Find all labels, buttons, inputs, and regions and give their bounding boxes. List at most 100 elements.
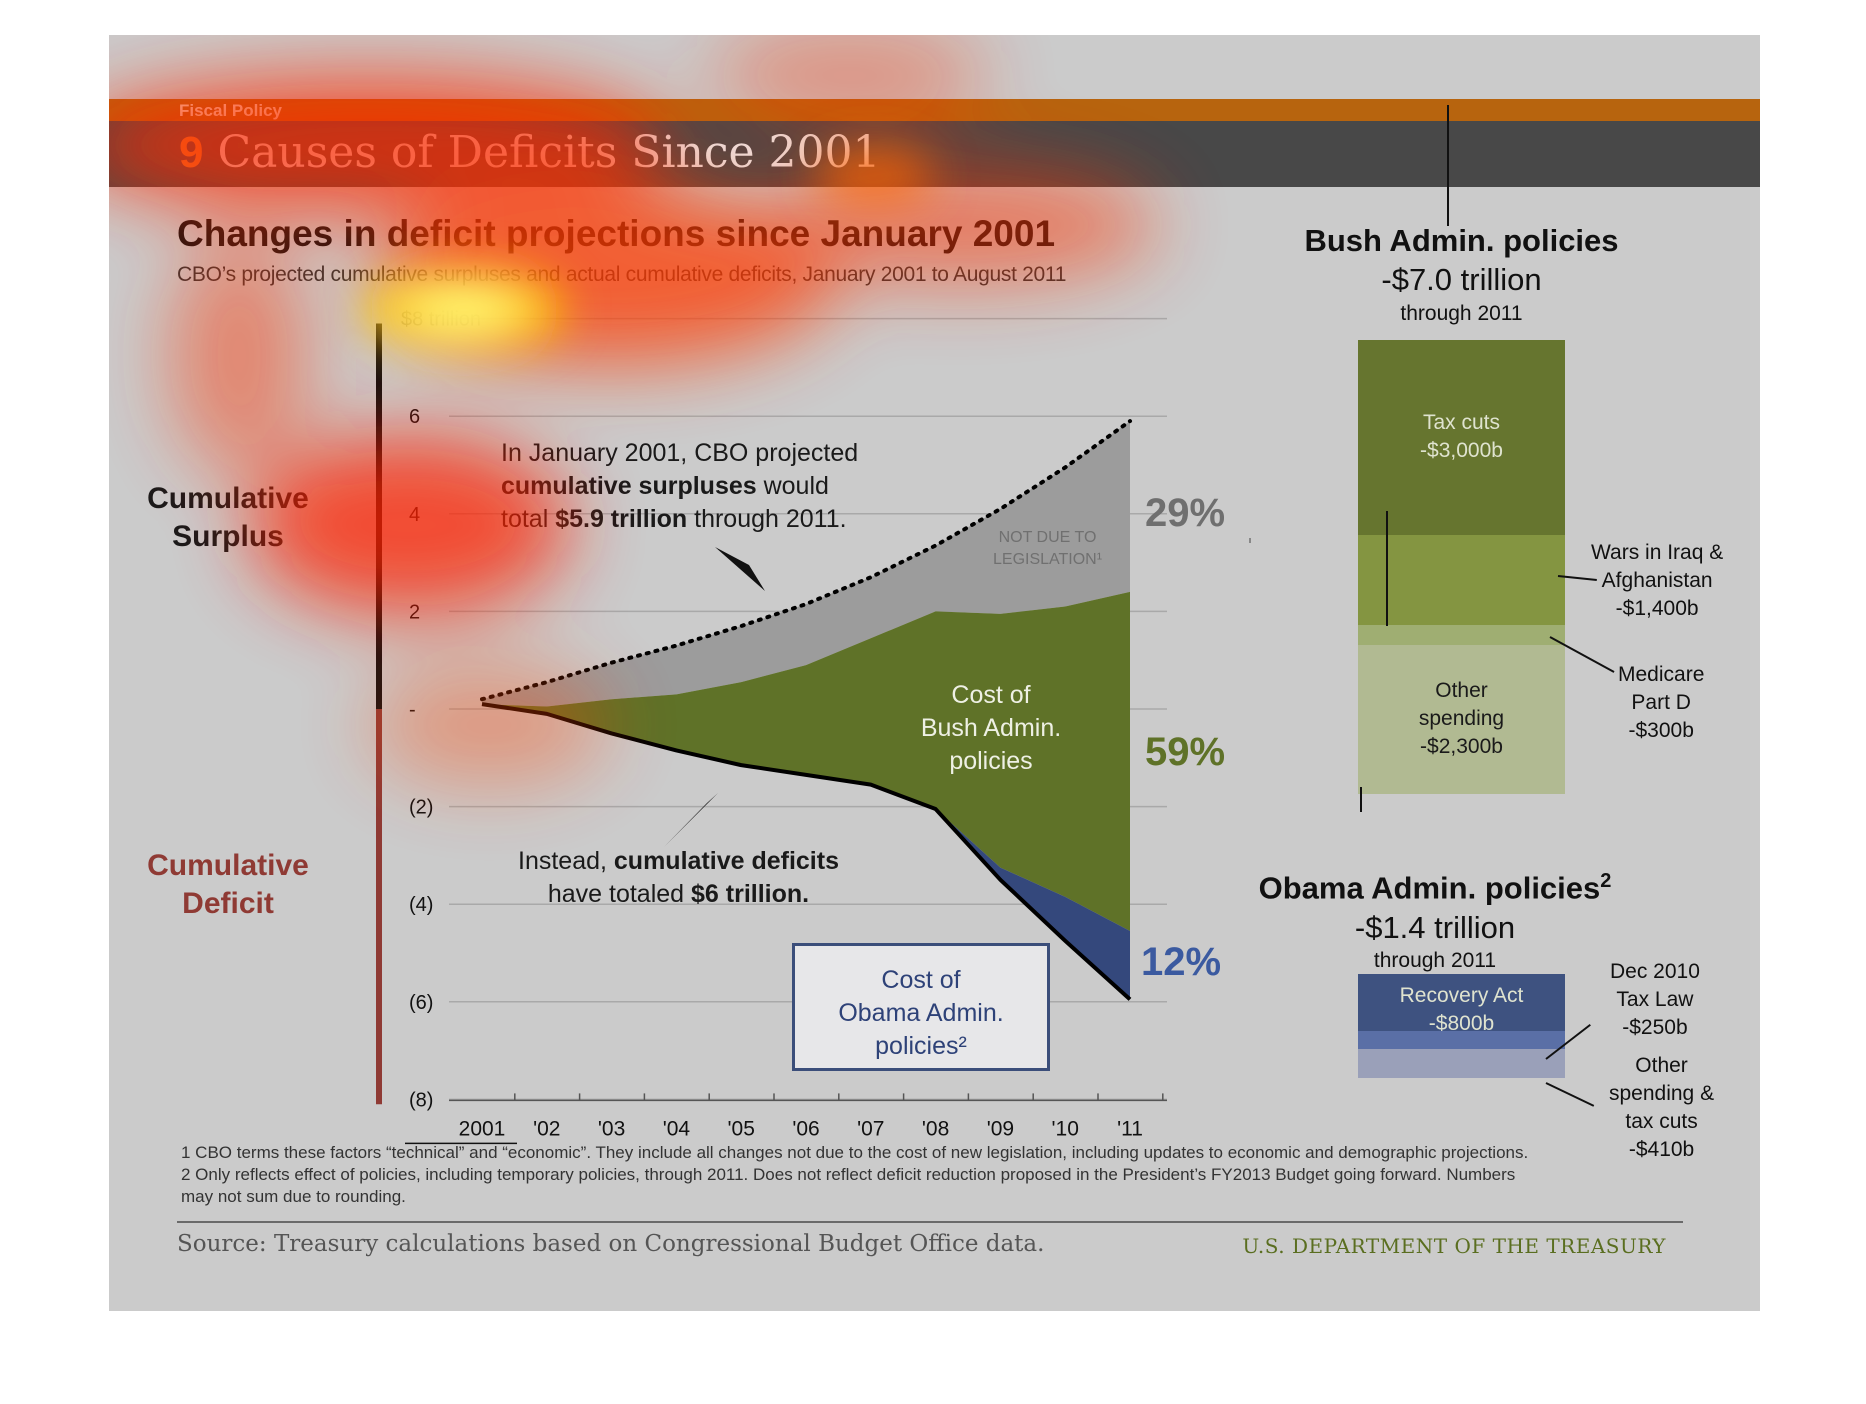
obama-panel-through: through 2011	[1373, 949, 1497, 972]
segment-label: Recovery Act -$800b	[1358, 982, 1565, 1038]
y-tick-label: 4	[409, 504, 420, 526]
tax-law-line1: Dec 2010	[1610, 960, 1700, 983]
x-tick-label: '02	[533, 1117, 560, 1140]
x-tick-label: '09	[987, 1117, 1014, 1140]
bush-panel-title: Bush Admin. policies	[1304, 223, 1619, 258]
obama-cost-line1: Cost of	[881, 966, 961, 994]
segment-label-line: Recovery Act	[1399, 984, 1524, 1007]
surplus-callout-text-3a: total	[501, 505, 556, 533]
x-tick-label: '08	[922, 1117, 949, 1140]
cumulative-deficit-label: Cumulative Deficit	[128, 847, 328, 923]
other-obama-line1: Other	[1635, 1054, 1688, 1077]
header-marker-line	[1447, 105, 1449, 226]
deficit-projection-chart: $8 trillion 6 4 2 - (2) (4) (6) (8) 2001 '02 '03 '04…	[376, 309, 1251, 1145]
obama-bar-segment	[1358, 1048, 1565, 1078]
obama-panel-amount: -$1.4 trillion	[1354, 910, 1516, 945]
segment-label-line: -$2,300b	[1420, 735, 1503, 759]
wars-line1: Wars in Iraq &	[1591, 541, 1724, 564]
segment-label: Other spending -$2,300b	[1358, 677, 1565, 761]
deficit-callout-text-1: Instead,	[518, 847, 614, 875]
segment-label-line: spending	[1418, 707, 1505, 731]
share-obama-pct: 12%	[1141, 940, 1222, 984]
bush-cost-line2: Bush Admin.	[920, 714, 1062, 742]
y-tick-label: (8)	[409, 1089, 433, 1111]
obama-bar-segment: Recovery Act -$800b	[1358, 974, 1565, 1035]
share-bush-pct: 59%	[1145, 730, 1226, 774]
medicare-line1: Medicare	[1618, 663, 1705, 686]
source-note: Source: Treasury calculations based on C…	[177, 1231, 1045, 1257]
footer-rule	[177, 1221, 1683, 1223]
x-tick-label: 2001	[459, 1117, 506, 1140]
wars-line2: Afghanistan	[1601, 569, 1713, 592]
x-tick-label: '05	[728, 1117, 755, 1140]
medicare-annotation: Medicare Part D -$300b	[1618, 661, 1704, 745]
segment-label-line: -$3,000b	[1420, 439, 1503, 463]
footnote-1: 1 CBO terms these factors “technical” an…	[181, 1143, 1529, 1162]
x-tick-label: '04	[663, 1117, 691, 1140]
medicare-line3: -$300b	[1628, 719, 1694, 742]
other-obama-annotation: Other spending & tax cuts -$410b	[1609, 1052, 1714, 1164]
tax-law-line2: Tax Law	[1616, 988, 1694, 1011]
deficit-callout-line1: Instead, cumulative deficits	[518, 845, 839, 878]
surplus-callout-bold-1: cumulative surpluses	[501, 472, 757, 500]
surplus-callout-line2: cumulative surpluses would	[501, 470, 858, 503]
not-due-to-legislation-area	[482, 421, 1130, 707]
deficit-callout-bold-1: cumulative deficits	[613, 847, 839, 875]
bush-cost-line3: policies	[949, 747, 1033, 775]
deficit-callout-pointer	[664, 793, 718, 847]
surplus-callout: In January 2001, CBO projected cumulativ…	[501, 437, 858, 536]
footnote-3: may not sum due to rounding.	[181, 1187, 406, 1206]
x-tick-label: '11	[1117, 1117, 1143, 1140]
bush-bar-segment: Tax cuts -$3,000b	[1358, 340, 1565, 535]
share-not-due-pct: 29%	[1145, 491, 1226, 535]
segment-label: Tax cuts -$3,000b	[1358, 409, 1565, 465]
not-due-line2: LEGISLATION¹	[993, 551, 1103, 568]
y-tick-label: (2)	[409, 797, 433, 819]
bush-panel-through: through 2011	[1400, 302, 1523, 325]
footnote-2: 2 Only reflects effect of policies, incl…	[181, 1165, 1516, 1184]
deficit-label-line2: Deficit	[182, 887, 274, 920]
surplus-callout-bold-2: $5.9 trillion	[555, 505, 688, 533]
obama-panel-title-sup: 2	[1600, 870, 1612, 892]
y-tick-label: -	[409, 699, 416, 721]
y-tick-label: (6)	[409, 992, 433, 1014]
y-tick-label: (4)	[409, 894, 433, 916]
deficit-callout-bold-2: $6 trillion.	[691, 880, 810, 908]
bush-bar-segment	[1358, 625, 1565, 645]
y-tick-label: 2	[409, 601, 420, 623]
y-tick-label: $8 trillion	[401, 309, 481, 331]
bush-cost-line1: Cost of	[951, 681, 1031, 709]
obama-cost-callout: Cost of Obama Admin. policies²	[792, 943, 1050, 1071]
x-tick-label: '03	[598, 1117, 625, 1140]
tax-law-line3: -$250b	[1622, 1016, 1688, 1039]
deficit-callout: Instead, cumulative deficits have totale…	[518, 845, 839, 911]
bush-bar-segment	[1358, 534, 1565, 626]
surplus-callout-text-3c: through 2011.	[687, 505, 847, 533]
y-tick-label: 6	[409, 406, 420, 428]
infographic-slide: Fiscal Policy 9 Causes of Deficits Since …	[109, 35, 1760, 1311]
x-tick-label: '07	[857, 1117, 884, 1140]
segment-label-line: -$800b	[1428, 1012, 1495, 1035]
bush-policies-area	[482, 591, 1130, 932]
bush-panel-marker-line	[1386, 511, 1388, 626]
obama-bar-segment	[1358, 1030, 1565, 1049]
other-obama-line2: spending &	[1609, 1082, 1715, 1105]
x-tick-label: '06	[792, 1117, 819, 1140]
x-tick-label: '10	[1052, 1117, 1079, 1140]
bush-panel-amount: -$7.0 trillion	[1381, 262, 1542, 297]
not-due-line1: NOT DUE TO	[998, 529, 1097, 546]
obama-panel-title-text: Obama Admin. policies	[1258, 870, 1601, 906]
other-obama-line4: -$410b	[1628, 1138, 1695, 1161]
deficit-label-line1: Cumulative	[147, 849, 309, 882]
surplus-callout-pointer	[715, 547, 765, 591]
obama-cost-line3: policies²	[875, 1032, 967, 1060]
surplus-callout-text-2: would	[756, 472, 829, 500]
surplus-callout-line3: total $5.9 trillion through 2011.	[501, 503, 858, 536]
treasury-wordmark: U.S. DEPARTMENT OF THE TREASURY	[1242, 1234, 1666, 1258]
bush-panel-bottom-marker	[1360, 787, 1362, 812]
segment-label-line: Other	[1435, 679, 1488, 703]
deficit-callout-text-2: have totaled	[547, 880, 692, 908]
bush-cost-label: Cost of Bush Admin. policies	[906, 679, 1076, 778]
deficit-callout-line2: have totaled $6 trillion.	[518, 878, 839, 911]
not-due-to-legislation-label: NOT DUE TO LEGISLATION¹	[993, 527, 1102, 571]
